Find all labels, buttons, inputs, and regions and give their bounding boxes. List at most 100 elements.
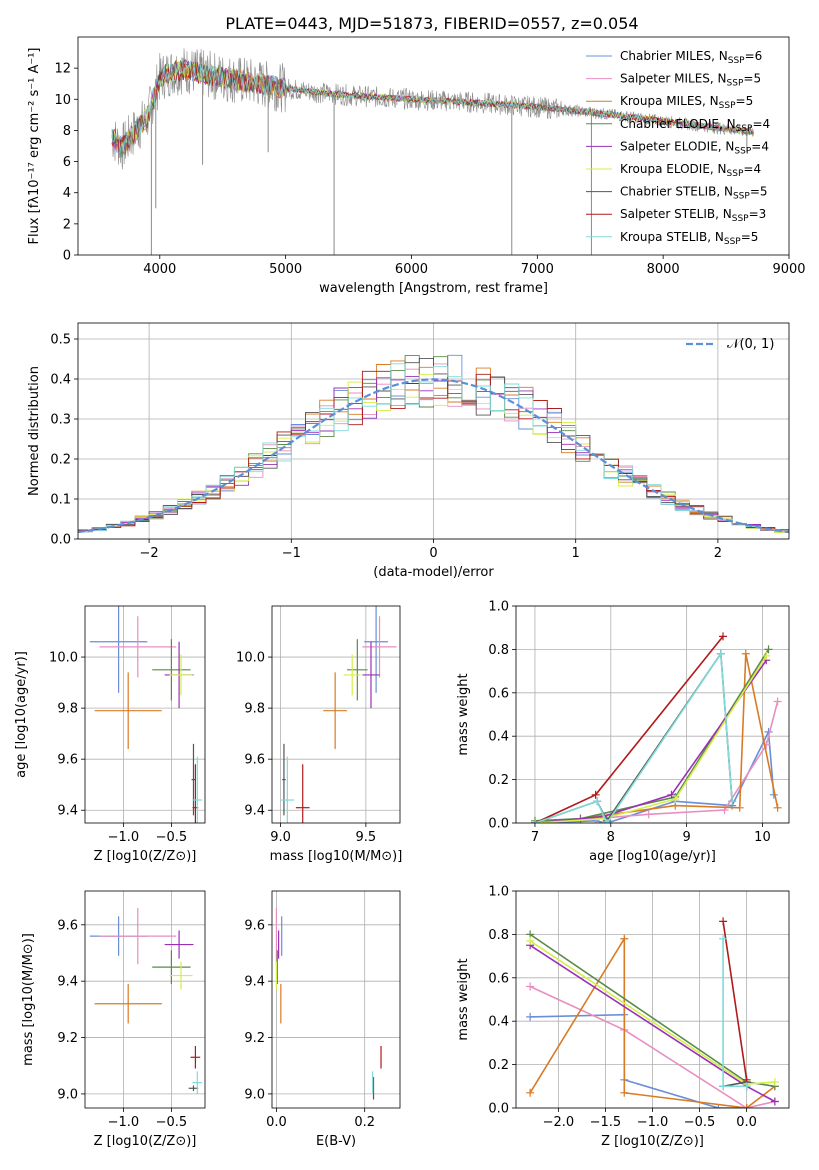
spectrum-xtick-label: 4000 bbox=[143, 262, 176, 277]
mass_vs_ebv-xlabel: E(B-V) bbox=[316, 1134, 356, 1149]
residuals-ylabel: Normed distribution bbox=[27, 366, 42, 496]
weight_vs_age-ytick-label: 0.8 bbox=[488, 643, 509, 658]
weight_vs_Z-marker bbox=[770, 1097, 779, 1106]
spectrum-frame bbox=[77, 36, 790, 256]
mass_vs_ebv-ytick-label: 9.2 bbox=[244, 1031, 265, 1046]
weight_vs_Z-marker bbox=[714, 1104, 723, 1108]
weight_vs_Z-marker bbox=[719, 917, 728, 926]
weight_vs_age-marker bbox=[728, 797, 737, 806]
age_vs_mass-ytick-label: 9.6 bbox=[244, 753, 265, 768]
mass_vs_Z-points bbox=[89, 907, 203, 1094]
mass_vs_ebv-ytick-label: 9.4 bbox=[244, 975, 265, 990]
gaussian-legend-label: 𝒩(0, 1) bbox=[727, 337, 774, 352]
weight_vs_age-marker bbox=[644, 810, 653, 819]
weight_vs_Z-lines bbox=[526, 917, 779, 1108]
mass_vs_ebv-frame bbox=[271, 890, 401, 1109]
weight_vs_age-frame bbox=[515, 605, 790, 824]
age_vs_Z-xtick-label: −0.5 bbox=[156, 830, 188, 845]
weight_vs_Z-marker bbox=[742, 1082, 751, 1091]
age_vs_Z-ytick-label: 9.8 bbox=[57, 702, 78, 717]
weight_vs_Z-ytick-label: 0.8 bbox=[488, 928, 509, 943]
age_vs_mass-xtick-label: 9.5 bbox=[356, 830, 377, 845]
weight_vs_Z-ytick-label: 0.2 bbox=[488, 1058, 509, 1073]
weight_vs_Z-ytick-label: 0.4 bbox=[488, 1015, 509, 1030]
spectrum-legend-label: Kroupa ELODIE, NSSP=4 bbox=[620, 162, 761, 179]
weight_vs_age-ytick-label: 0.0 bbox=[488, 817, 509, 832]
weight_vs_Z-xtick-label: −0.5 bbox=[684, 1115, 716, 1130]
age_vs_Z-xtick-label: −1.0 bbox=[108, 830, 140, 845]
residuals-ytick-label: 0.4 bbox=[50, 373, 71, 388]
mass_vs_ebv-xtick-label: 0.0 bbox=[266, 1115, 287, 1130]
weight_vs_Z-xlabel: Z [log10(Z/Z⊙)] bbox=[601, 1134, 704, 1149]
age_vs_mass-points bbox=[280, 606, 397, 823]
age_vs_Z-frame bbox=[84, 605, 206, 824]
weight_vs_age-marker bbox=[773, 803, 782, 812]
weight_vs_age-marker bbox=[603, 819, 611, 823]
age_vs_Z-ylabel: age [log10(age/yr)] bbox=[14, 651, 29, 778]
residuals-ytick-label: 0.0 bbox=[50, 533, 71, 548]
residuals-xtick-label: 1 bbox=[572, 546, 580, 561]
mass_vs_ebv-ytick-label: 9.0 bbox=[244, 1087, 265, 1102]
age_vs_Z-ytick-label: 10.0 bbox=[49, 651, 78, 666]
weight_vs_Z-marker bbox=[770, 1077, 779, 1086]
spectrum-ytick-label: 6 bbox=[63, 155, 71, 170]
weight_vs_Z-marker bbox=[526, 982, 535, 991]
mass_vs_Z-axes: −1.0 −0.5 9.0 9.2 9.4 9.6 Z [log10(Z/Z⊙)] mass … bbox=[21, 891, 205, 1149]
weight_vs_age-marker bbox=[530, 819, 539, 823]
spectrum-ytick-label: 12 bbox=[54, 62, 71, 77]
mass_vs_Z-frame bbox=[84, 890, 206, 1109]
residuals-axes: −2 −1 0 1 2 0.0 0.1 0.2 0.3 0.4 0.5 (data-model)/er… bbox=[27, 323, 789, 580]
age_vs_Z-points bbox=[89, 606, 203, 823]
age_vs_mass-xtick-label: 9.0 bbox=[270, 830, 291, 845]
spectrum-legend-label: Salpeter STELIB, NSSP=3 bbox=[620, 207, 766, 224]
weight_vs_Z-marker bbox=[526, 1088, 535, 1097]
spectrum-ytick-label: 2 bbox=[63, 217, 71, 232]
spectrum-legend-label: Kroupa STELIB, NSSP=5 bbox=[620, 230, 758, 247]
mass_vs_ebv-points bbox=[275, 907, 382, 1100]
residuals-ytick-label: 0.3 bbox=[50, 413, 71, 428]
weight_vs_Z-xtick-label: −2.0 bbox=[543, 1115, 575, 1130]
weight_vs_age-series-line bbox=[534, 655, 767, 823]
residual-histograms bbox=[78, 354, 789, 534]
weight_vs_age-marker bbox=[762, 740, 771, 749]
age_vs_mass-xlabel: mass [log10(M/M⊙)] bbox=[270, 849, 403, 864]
spectrum-xtick-label: 8000 bbox=[647, 262, 680, 277]
weight_vs_age-xtick-label: 7 bbox=[531, 830, 539, 845]
mass_vs_ebv-ytick-label: 9.6 bbox=[244, 918, 265, 933]
weight_vs_Z-ytick-label: 0.6 bbox=[488, 971, 509, 986]
spectrum-xtick-label: 9000 bbox=[772, 262, 805, 277]
spectrum-model-line bbox=[111, 60, 754, 154]
weight_vs_age-xtick-label: 9 bbox=[682, 830, 690, 845]
residual-histogram bbox=[78, 370, 789, 531]
weight_vs_Z-ytick-label: 0.0 bbox=[488, 1102, 509, 1117]
weight_vs_Z-marker bbox=[719, 934, 728, 943]
mass_vs_Z-ytick-label: 9.4 bbox=[57, 975, 78, 990]
weight_vs_age-marker bbox=[773, 697, 782, 706]
weight_vs_age-marker bbox=[735, 803, 744, 812]
weight_vs_age-series-line bbox=[534, 651, 733, 823]
residuals-ytick-label: 0.5 bbox=[50, 333, 71, 348]
spectrum-ylabel: Flux [fλ10⁻¹⁷ erg cm⁻² s⁻¹ A⁻¹] bbox=[27, 48, 42, 245]
weight_vs_Z-marker bbox=[719, 1082, 728, 1091]
spectrum-ytick-label: 8 bbox=[63, 124, 71, 139]
age_vs_mass-ytick-label: 10.0 bbox=[236, 651, 265, 666]
spectrum-lines bbox=[111, 48, 755, 255]
weight_vs_age-marker bbox=[719, 632, 728, 641]
age_vs_mass-ytick-label: 9.8 bbox=[244, 702, 265, 717]
weight_vs_age-series-line bbox=[534, 659, 767, 823]
mass_vs_Z-ylabel: mass [log10(M/M⊙)] bbox=[21, 933, 36, 1066]
age_vs_mass-ytick-label: 9.4 bbox=[244, 804, 265, 819]
weight_vs_Z-xtick-label: −1.0 bbox=[637, 1115, 669, 1130]
residuals-xtick-label: −1 bbox=[282, 546, 301, 561]
weight_vs_age-marker bbox=[671, 795, 680, 804]
residuals-ytick-label: 0.1 bbox=[50, 493, 71, 508]
age_vs_Z-ytick-label: 9.4 bbox=[57, 804, 78, 819]
figure-title: PLATE=0443, MJD=51873, FIBERID=0557, z=0… bbox=[225, 14, 638, 33]
residuals-xtick-label: −2 bbox=[140, 546, 159, 561]
mass_vs_Z-ytick-label: 9.2 bbox=[57, 1031, 78, 1046]
weight_vs_Z-series-line bbox=[529, 985, 776, 1108]
spectrum-axes: 4000 5000 6000 7000 8000 9000 0 2 4 6 8 10 12 wavelen… bbox=[27, 48, 806, 297]
spectrum-xtick-label: 6000 bbox=[395, 262, 428, 277]
mass_vs_Z-ytick-label: 9.6 bbox=[57, 918, 78, 933]
residual-histogram bbox=[78, 357, 789, 532]
